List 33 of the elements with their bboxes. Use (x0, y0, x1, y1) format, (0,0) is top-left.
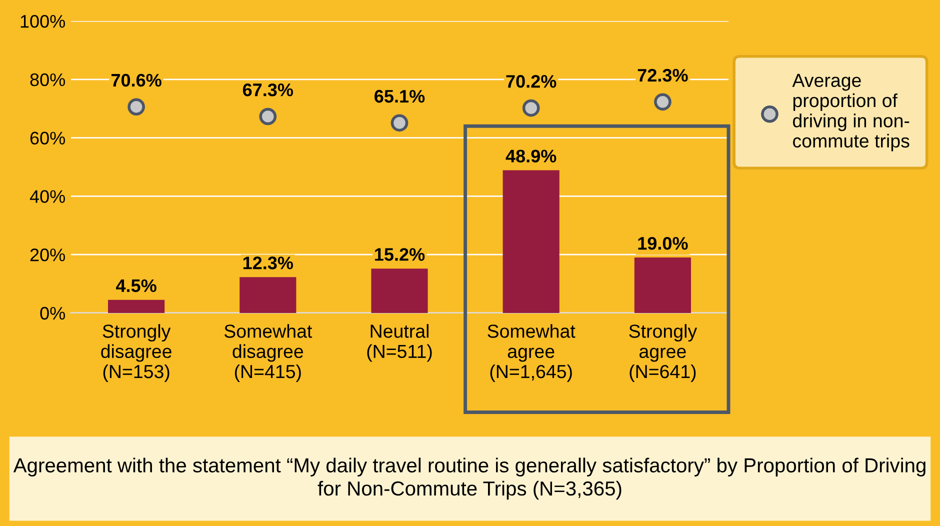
y-tick-label: 0% (40, 306, 65, 320)
bar (371, 268, 428, 313)
data-label: 15.2% (375, 248, 425, 261)
point (654, 93, 672, 111)
data-label: 67.3% (242, 83, 294, 96)
y-tick-label: 100% (20, 14, 65, 28)
x-tick-label: Strongly agree (N=641) (629, 324, 698, 382)
data-label: 48.9% (506, 150, 556, 162)
data-label: 19.0% (638, 236, 688, 250)
x-tick-label: Strongly disagree (N=153) (101, 324, 172, 382)
data-label: 12.3% (243, 256, 294, 270)
point (259, 108, 277, 126)
data-label: 70.6% (111, 74, 162, 87)
x-tick-label: Somewhat disagree (N=415) (224, 324, 312, 382)
y-tick-label: 80% (30, 73, 65, 86)
bar (502, 170, 560, 313)
point (128, 98, 145, 116)
data-label: 4.5% (116, 279, 156, 292)
bar (634, 258, 691, 313)
point (390, 114, 408, 132)
bar (240, 277, 296, 313)
y-tick-label: 60% (30, 132, 65, 145)
x-tick-label: Somewhat agree (N=1,645) (488, 324, 576, 382)
text: Agreement with the statement “My daily travel routine is generally satisfactory” by Proportion of Driving for Non-Commute Trips (N=3,365) (13, 458, 926, 500)
data-label: 72.3% (638, 68, 688, 82)
point (522, 99, 540, 117)
data-label: 65.1% (374, 90, 425, 103)
y-tick-label: 40% (30, 190, 65, 203)
y-tick-label: 20% (30, 248, 65, 262)
x-tick-label: Neutral (N=511) (367, 324, 432, 362)
bar (108, 300, 165, 313)
legend-label: Average proportion of driving in non- commute trips (792, 74, 910, 152)
data-label: 70.2% (506, 75, 556, 88)
